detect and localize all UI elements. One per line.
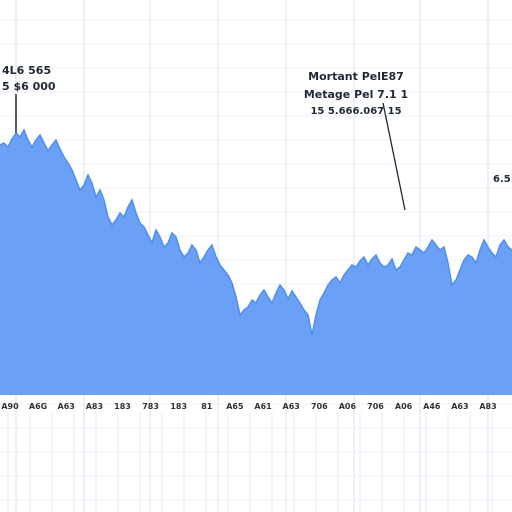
x-tick-label: A65 [226,402,244,411]
annotation-layer: Mortant PelE87 Metage Pel 7.1 1 15 5.666.0… [2,64,511,211]
x-tick-label: 183 [114,402,131,411]
x-tick-label: 706 [311,402,328,411]
x-tick-label: 183 [170,402,187,411]
annotation-text: 4L6 565 [2,64,51,77]
annotation-text: 5 $6 000 [2,80,56,93]
annotation-center: Mortant PelE87 Metage Pel 7.1 1 15 5.666.0… [304,70,408,211]
annotation-text: Metage Pel 7.1 1 [304,88,408,101]
x-tick-label: A63 [283,402,300,411]
x-tick-label: A63 [58,402,75,411]
x-tick-label: A06 [395,402,413,411]
annotation-text: Mortant PelE87 [308,70,404,83]
x-tick-label: 706 [367,402,384,411]
x-tick-label: A61 [254,402,272,411]
area-layer [0,128,512,395]
series-line [0,128,512,336]
x-tick-label: A63 [451,402,468,411]
x-tick-label: 81 [201,402,213,411]
x-tick-label: A83 [479,402,496,411]
annotation-right: 6.5 [493,174,511,185]
annotation-left: 4L6 565 5 $6 000 [2,64,56,133]
x-tick-label: A6G [29,402,47,411]
x-tick-label: 783 [142,402,159,411]
series-area [0,130,512,395]
x-tick-label: A83 [86,402,103,411]
annotation-leader-line [382,102,406,211]
annotation-text: 15 5.666.067 15 [310,106,401,117]
x-tick-label: A06 [339,402,357,411]
x-tick-label: A90 [1,402,19,411]
x-tick-label: A46 [423,402,441,411]
tick-layer: A90 A6G A63 A83 183 783 183 81 A65 A61 A63 706 A06 70… [1,402,496,411]
